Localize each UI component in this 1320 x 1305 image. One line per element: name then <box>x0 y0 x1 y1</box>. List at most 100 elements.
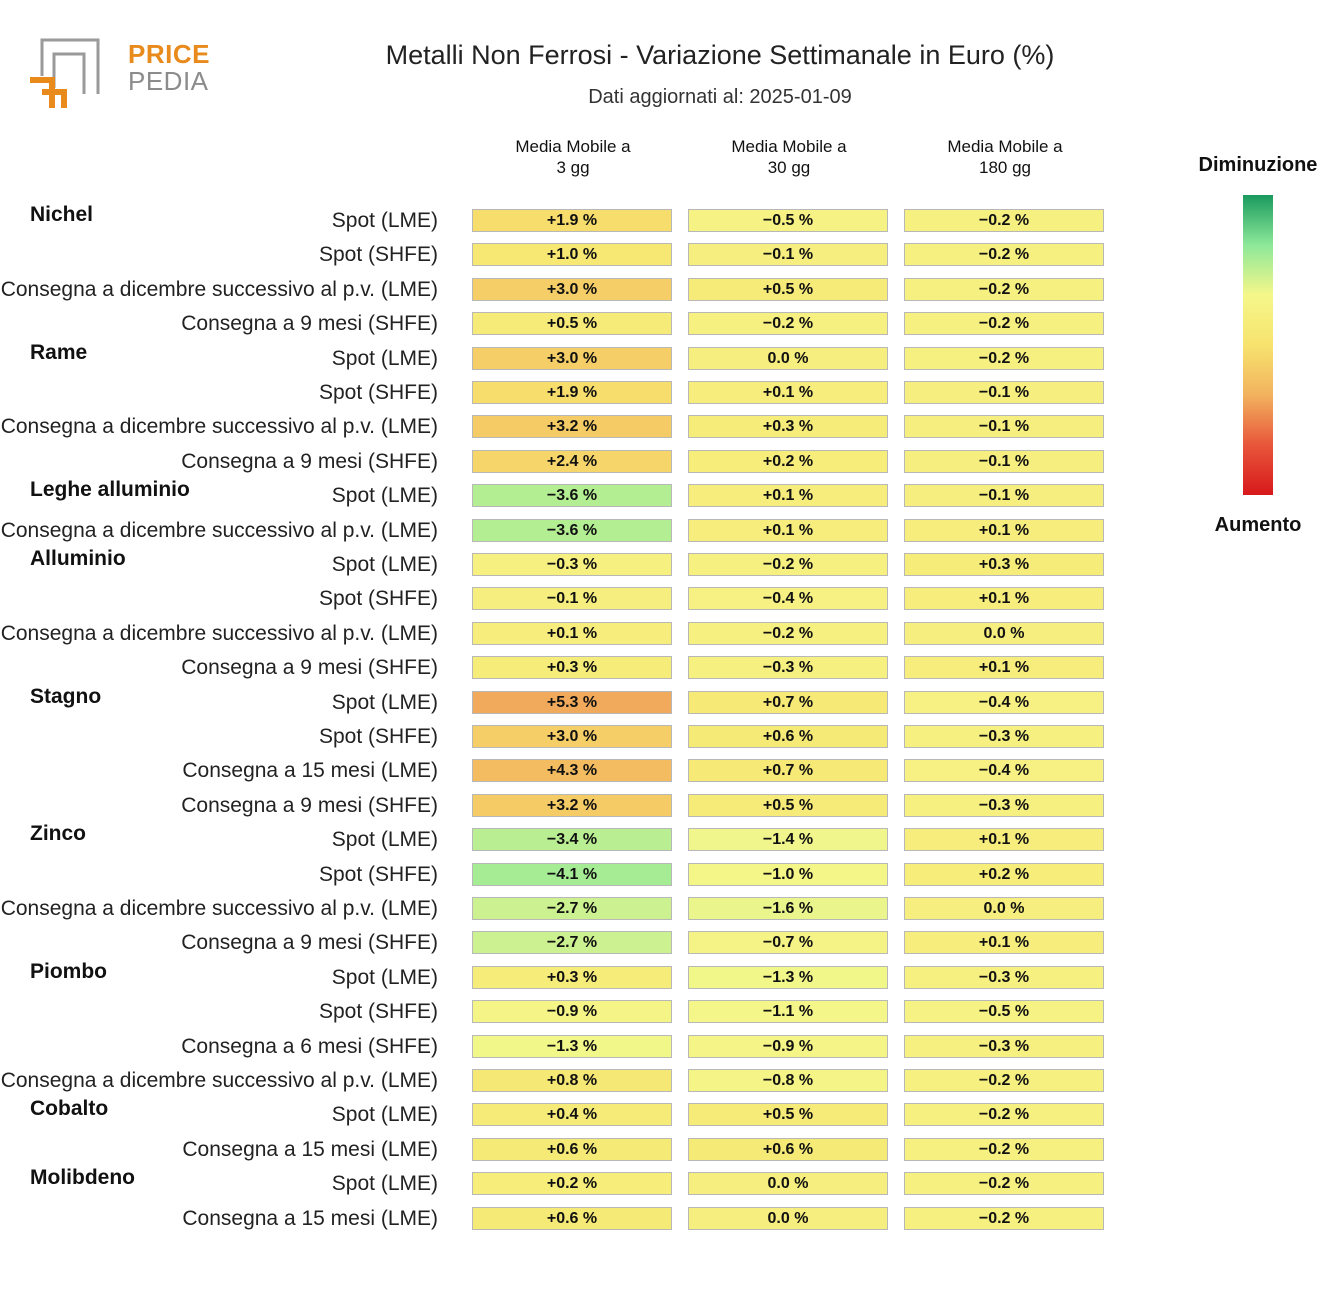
column-header-line: Media Mobile a <box>731 137 847 156</box>
heatmap-cell: +0.3 % <box>688 415 888 439</box>
heatmap-cell: +0.3 % <box>472 656 672 680</box>
row-label: Spot (LME) <box>331 690 438 714</box>
heatmap-cell: −2.7 % <box>472 897 672 920</box>
legend-color-bar <box>1243 195 1273 495</box>
logo-mark <box>30 38 100 108</box>
group-label: Stagno <box>30 684 102 708</box>
heatmap-cell: −0.3 % <box>904 1034 1104 1058</box>
heatmap-cell: −0.2 % <box>688 312 888 336</box>
row-label: Consegna a dicembre successivo al p.v. (… <box>0 277 438 301</box>
pricepedia-logo: PRICE PEDIA <box>28 36 209 111</box>
row-label: Spot (SHFE) <box>318 725 438 748</box>
row-label: Consegna a 9 mesi (SHFE) <box>181 312 438 336</box>
column-header-3gg: Media Mobile a 3 gg <box>472 136 674 178</box>
row-label: Consegna a 9 mesi (SHFE) <box>181 793 438 817</box>
heatmap-cell: +0.7 % <box>688 690 888 714</box>
group-label: Cobalto <box>30 1097 109 1121</box>
heatmap-cell: −0.2 % <box>904 312 1104 336</box>
heatmap-cell: +0.6 % <box>472 1137 672 1161</box>
row-label: Spot (SHFE) <box>318 862 438 886</box>
heatmap-cell: −0.1 % <box>904 415 1104 439</box>
heatmap-cell: −3.6 % <box>472 484 672 508</box>
row-label: Spot (LME) <box>331 553 438 576</box>
heatmap-cell: −0.4 % <box>904 759 1104 783</box>
heatmap-cell: −0.3 % <box>904 965 1104 989</box>
heatmap-cell: +0.5 % <box>688 1103 888 1127</box>
row-label: Consegna a 9 mesi (SHFE) <box>181 931 438 955</box>
heatmap-cell: +0.3 % <box>904 553 1104 576</box>
heatmap-cell: +0.5 % <box>688 277 888 301</box>
heatmap-cell: −0.5 % <box>904 1000 1104 1024</box>
heatmap-cell: +3.2 % <box>472 415 672 439</box>
group-label: Piombo <box>30 959 107 983</box>
row-label: Consegna a dicembre successivo al p.v. (… <box>0 621 438 645</box>
heatmap-cell: +4.3 % <box>472 759 672 783</box>
heatmap-cell: +0.6 % <box>472 1206 672 1230</box>
row-label: Spot (LME) <box>331 1103 438 1127</box>
heatmap-cell: −0.2 % <box>904 243 1104 267</box>
row-label: Consegna a 6 mesi (SHFE) <box>181 1034 438 1058</box>
heatmap-cell: −3.4 % <box>472 828 672 852</box>
heatmap-cell: −0.3 % <box>904 793 1104 817</box>
heatmap-cell: −3.6 % <box>472 518 672 542</box>
chart-title: Metalli Non Ferrosi - Variazione Settima… <box>385 40 1055 70</box>
heatmap-cell: −0.3 % <box>688 656 888 680</box>
heatmap-cell: −0.2 % <box>904 1069 1104 1092</box>
heatmap-cell: +0.1 % <box>904 828 1104 852</box>
heatmap-cell: −0.5 % <box>688 209 888 232</box>
row-label: Consegna a 15 mesi (LME) <box>182 1206 438 1230</box>
row-label: Consegna a 15 mesi (LME) <box>182 1137 438 1161</box>
row-label: Spot (SHFE) <box>318 243 438 267</box>
group-label: Zinco <box>30 822 86 846</box>
heatmap-cell: +0.2 % <box>472 1172 672 1196</box>
heatmap-cell: +0.1 % <box>904 518 1104 542</box>
heatmap-cell: +0.1 % <box>688 518 888 542</box>
group-label: Molibdeno <box>30 1166 135 1190</box>
heatmap-cell: −0.1 % <box>904 381 1104 404</box>
heatmap-cell: +0.1 % <box>688 484 888 508</box>
logo-text-price: PRICE <box>128 39 210 69</box>
heatmap-cell: −1.3 % <box>472 1034 672 1058</box>
heatmap-cell: −0.1 % <box>904 449 1104 473</box>
column-header-30gg: Media Mobile a 30 gg <box>688 136 890 178</box>
heatmap-cell: +0.1 % <box>904 931 1104 955</box>
column-header-180gg: Media Mobile a 180 gg <box>904 136 1106 178</box>
heatmap-cell: +0.4 % <box>472 1103 672 1127</box>
row-label: Spot (LME) <box>331 484 438 508</box>
column-header-line: 30 gg <box>767 158 811 177</box>
column-header-line: 3 gg <box>556 158 590 177</box>
row-label: Spot (LME) <box>331 828 438 852</box>
heatmap-cell: −0.3 % <box>904 725 1104 748</box>
heatmap-cell: −0.1 % <box>904 484 1104 508</box>
column-header-line: 180 gg <box>979 158 1031 177</box>
row-label: Consegna a dicembre successivo al p.v. (… <box>0 897 438 920</box>
row-label: Consegna a dicembre successivo al p.v. (… <box>0 1069 438 1092</box>
column-header-line: Media Mobile a <box>947 137 1063 156</box>
heatmap-cell: −0.2 % <box>904 1172 1104 1196</box>
column-header-line: Media Mobile a <box>515 137 631 156</box>
row-label: Spot (SHFE) <box>318 587 438 611</box>
heatmap-cell: +0.1 % <box>688 381 888 404</box>
heatmap-cell: −0.8 % <box>688 1069 888 1092</box>
row-label: Spot (LME) <box>331 346 438 370</box>
heatmap-cell: +3.0 % <box>472 346 672 370</box>
row-label: Spot (SHFE) <box>318 1000 438 1024</box>
row-label: Spot (LME) <box>331 965 438 989</box>
legend-label-diminuzione: Diminuzione <box>1198 154 1318 176</box>
heatmap-cell: −0.2 % <box>904 277 1104 301</box>
heatmap-cell: −0.4 % <box>688 587 888 611</box>
heatmap-cell: −0.2 % <box>904 1206 1104 1230</box>
heatmap-cell: +0.2 % <box>688 449 888 473</box>
heatmap-cell: −0.9 % <box>688 1034 888 1058</box>
heatmap-cell: −0.2 % <box>688 553 888 576</box>
chart-subtitle: Dati aggiornati al: 2025-01-09 <box>588 86 852 108</box>
heatmap-cell: −1.3 % <box>688 965 888 989</box>
heatmap-cell: +3.0 % <box>472 725 672 748</box>
group-label: Leghe alluminio <box>30 478 190 502</box>
heatmap-cell: −0.2 % <box>904 346 1104 370</box>
heatmap-cell: +0.6 % <box>688 1137 888 1161</box>
row-label: Consegna a 9 mesi (SHFE) <box>181 656 438 680</box>
heatmap-cell: +0.1 % <box>472 621 672 645</box>
row-label: Consegna a dicembre successivo al p.v. (… <box>0 415 438 439</box>
heatmap-cell: +0.5 % <box>472 312 672 336</box>
